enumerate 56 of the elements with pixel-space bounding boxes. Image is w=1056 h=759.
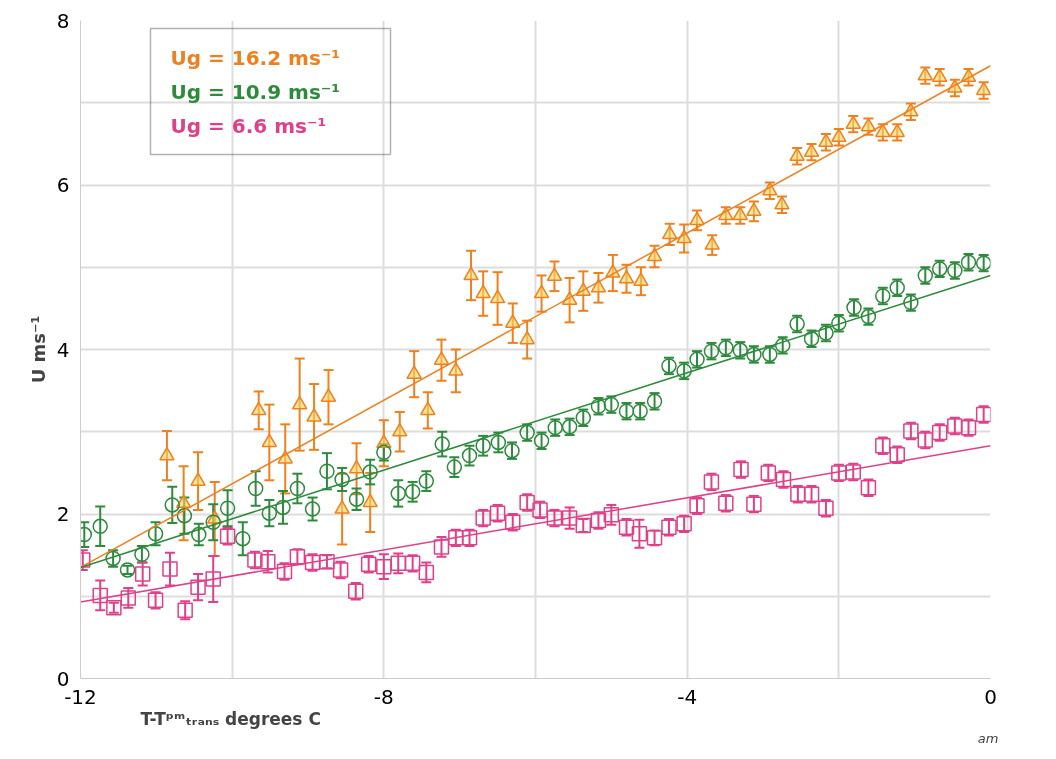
point [533, 284, 550, 299]
point [917, 66, 934, 81]
y-tick-label: 0 [56, 666, 70, 691]
point [975, 81, 991, 96]
point [590, 278, 607, 293]
point [831, 128, 847, 143]
point [320, 388, 337, 402]
point [519, 330, 535, 345]
point [475, 284, 491, 299]
point [505, 314, 521, 328]
point [334, 500, 350, 514]
x-tick-label: -4 [677, 684, 698, 709]
y-axis-title: U ms⁻¹ [27, 315, 49, 384]
point [392, 422, 408, 437]
y-tick-label: 2 [56, 502, 70, 526]
text: Ug = 6.6 ms⁻¹ [170, 113, 327, 138]
point [448, 362, 464, 376]
point [704, 236, 720, 250]
point [732, 206, 748, 221]
point [489, 289, 506, 304]
point [860, 117, 877, 132]
point [746, 202, 762, 217]
point [646, 247, 663, 262]
point [803, 143, 820, 157]
text: Ug = 10.9 ms⁻¹ [170, 79, 341, 104]
y-tick-label: 4 [56, 337, 70, 362]
point [362, 493, 378, 508]
point [306, 408, 322, 422]
x-tick-label: 0 [984, 684, 997, 709]
point [845, 115, 861, 129]
point [889, 123, 905, 138]
point [661, 225, 678, 240]
point [789, 147, 805, 161]
point [931, 68, 948, 83]
x-tick-label: -8 [373, 684, 394, 709]
x-axis-title: T-Tᵖᵐₜᵣₐₙₛ degrees C [140, 708, 321, 729]
point [420, 401, 436, 416]
point [433, 351, 450, 365]
point [190, 472, 206, 486]
y-tick-label: 8 [56, 8, 70, 33]
y-tick-label: 6 [56, 173, 70, 197]
point [618, 269, 635, 284]
text: Ug = 16.2 ms⁻¹ [170, 45, 341, 70]
point [633, 272, 649, 287]
point [291, 395, 308, 410]
point [463, 266, 479, 281]
point [406, 365, 422, 379]
point [250, 401, 267, 416]
point [348, 459, 365, 474]
text: am [977, 730, 999, 746]
point [818, 133, 834, 148]
point [546, 267, 563, 282]
point [159, 446, 175, 461]
point [875, 123, 891, 138]
point [261, 433, 278, 448]
point [689, 211, 705, 226]
